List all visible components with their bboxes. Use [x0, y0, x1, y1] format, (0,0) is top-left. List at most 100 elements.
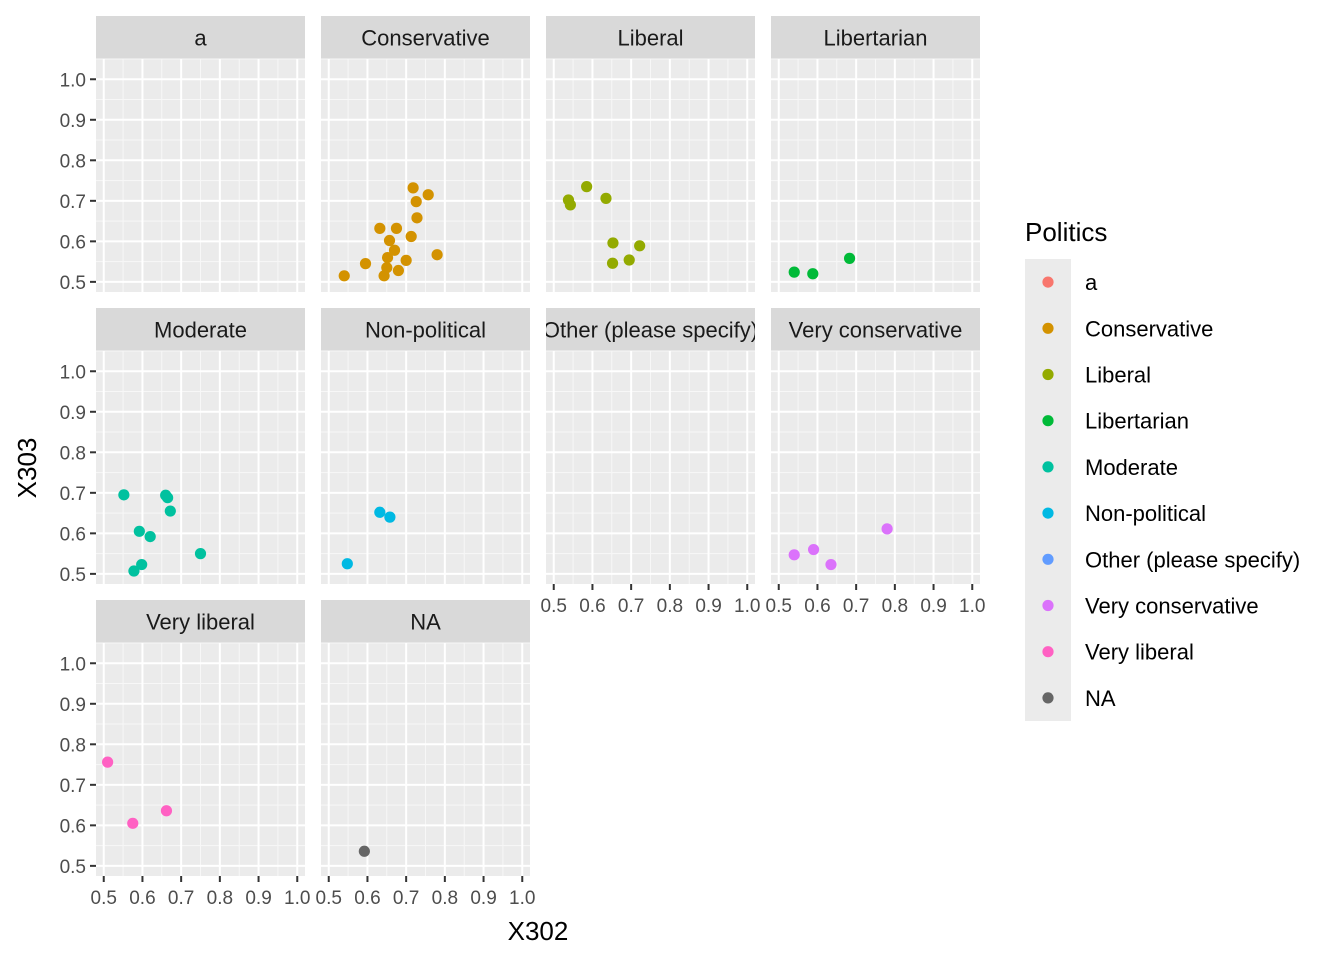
- axes: 0.50.60.70.80.91.00.50.60.70.80.91.00.5 0…: [60, 70, 986, 909]
- point-very-conservative-0: [788, 549, 800, 561]
- strip-bg-a: [96, 16, 305, 59]
- legend-key-a: [1042, 276, 1054, 288]
- legend-label-liberal: Liberal: [1085, 363, 1151, 388]
- point-non-political-1: [374, 506, 386, 518]
- point-liberal-6: [623, 254, 635, 266]
- point-conservative-9: [392, 264, 405, 277]
- legend-key-na: [1042, 692, 1054, 704]
- legend-key-libertarian: [1042, 415, 1054, 427]
- x-tick-label: 0.7: [618, 596, 644, 617]
- point-conservative-8: [390, 222, 403, 234]
- legend-label-very-liberal: Very liberal: [1085, 640, 1194, 665]
- point-liberal-4: [606, 257, 619, 269]
- point-very-conservative-3: [881, 523, 893, 535]
- x-tick-label: 0.5: [91, 888, 117, 909]
- legend-key-other-please-specify: [1042, 553, 1054, 565]
- legend-label-moderate: Moderate: [1085, 455, 1178, 480]
- y-tick-label: 0.7: [60, 192, 86, 213]
- legend-key-background: [1025, 259, 1071, 721]
- point-very-liberal-2: [160, 805, 173, 817]
- panel-libertarian: Libertarian: [771, 16, 980, 292]
- point-libertarian-1: [807, 268, 819, 280]
- strip-bg-very-conservative: [771, 308, 980, 351]
- point-liberal-5: [607, 237, 619, 249]
- x-tick-label: 0.7: [843, 596, 869, 617]
- x-tick-label: 0.8: [882, 596, 908, 617]
- x-tick-label: 0.9: [695, 596, 721, 617]
- point-conservative-12: [407, 182, 419, 194]
- y-tick-label: 0.8: [60, 443, 86, 464]
- y-tick-label: 0.6: [60, 816, 86, 837]
- strip-bg-liberal: [546, 16, 755, 59]
- panel-very-liberal: Very liberal: [96, 600, 305, 876]
- point-conservative-10: [400, 254, 412, 266]
- point-moderate-3: [136, 558, 148, 571]
- strip-bg-conservative: [321, 16, 530, 59]
- x-tick-label: 0.6: [129, 888, 155, 909]
- panel-moderate: Moderate: [96, 308, 305, 584]
- strip-label-libertarian: Libertarian: [824, 26, 928, 51]
- point-moderate-8: [194, 548, 207, 560]
- legend-label-libertarian: Libertarian: [1085, 409, 1189, 434]
- strip-label-moderate: Moderate: [154, 318, 247, 343]
- strip-bg-non-political: [321, 308, 530, 351]
- legend-label-non-political: Non-political: [1085, 501, 1206, 526]
- y-tick-label: 0.9: [60, 111, 86, 132]
- x-axis-title: X302: [508, 916, 569, 946]
- x-tick-label: 0.5: [766, 596, 792, 617]
- strip-bg-libertarian: [771, 16, 980, 59]
- point-moderate-2: [133, 525, 145, 537]
- point-conservative-0: [338, 270, 350, 282]
- point-moderate-7: [164, 505, 176, 517]
- strip-label-conservative: Conservative: [361, 26, 489, 51]
- legend-key-liberal: [1042, 368, 1054, 381]
- strip-bg-very-liberal: [96, 600, 305, 643]
- panel-na: NA: [321, 600, 530, 876]
- y-tick-label: 0.6: [60, 524, 86, 545]
- x-tick-label: 0.9: [245, 888, 271, 909]
- point-liberal-3: [600, 192, 612, 204]
- point-moderate-1: [128, 565, 140, 577]
- point-liberal-7: [634, 240, 646, 252]
- point-very-conservative-1: [807, 543, 820, 556]
- x-tick-label: 1.0: [509, 888, 535, 909]
- facet-panels: a Conservative Liberal Libertarian Moderate N…: [96, 16, 980, 876]
- x-tick-label: 1.0: [734, 596, 760, 617]
- y-tick-label: 1.0: [60, 362, 86, 383]
- legend-key-non-political: [1042, 507, 1054, 519]
- point-conservative-4: [381, 262, 393, 274]
- point-conservative-13: [410, 196, 422, 208]
- strip-label-a: a: [194, 26, 207, 51]
- strip-label-non-political: Non-political: [365, 318, 486, 343]
- y-tick-label: 1.0: [60, 70, 86, 91]
- legend-label-conservative: Conservative: [1085, 316, 1213, 341]
- legend: Politics a Conservative Liberal Libertarian…: [1025, 217, 1300, 721]
- strip-bg-moderate: [96, 308, 305, 351]
- point-conservative-7: [388, 244, 401, 256]
- point-non-political-0: [341, 558, 353, 570]
- y-tick-label: 0.9: [60, 403, 86, 424]
- x-tick-label: 0.6: [354, 888, 380, 909]
- panel-conservative: Conservative: [321, 16, 530, 292]
- panel-liberal: Liberal: [546, 16, 755, 292]
- y-tick-label: 0.8: [60, 735, 86, 756]
- strip-bg-na: [321, 600, 530, 643]
- legend-label-na: NA: [1085, 686, 1116, 711]
- panel-non-political: Non-political: [321, 308, 530, 584]
- point-conservative-2: [374, 222, 386, 234]
- y-tick-label: 0.5: [60, 565, 86, 586]
- y-tick-label: 0.5: [60, 273, 86, 294]
- legend-key-conservative: [1042, 322, 1054, 334]
- x-tick-label: 0.7: [393, 888, 419, 909]
- point-liberal-2: [581, 181, 593, 193]
- point-libertarian-2: [843, 252, 856, 264]
- point-non-political-2: [384, 511, 396, 523]
- point-conservative-15: [422, 189, 434, 201]
- y-tick-label: 1.0: [60, 654, 86, 675]
- y-tick-label: 0.5: [60, 857, 86, 878]
- legend-key-moderate: [1042, 461, 1054, 473]
- strip-label-very-conservative: Very conservative: [789, 318, 963, 343]
- point-conservative-6: [383, 234, 396, 247]
- x-tick-label: 0.9: [470, 888, 496, 909]
- strip-label-liberal: Liberal: [617, 26, 683, 51]
